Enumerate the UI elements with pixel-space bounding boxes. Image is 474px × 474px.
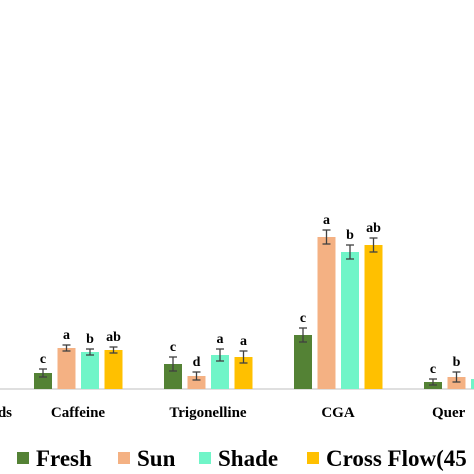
significance-letter: b <box>453 355 461 370</box>
bar <box>81 352 99 389</box>
error-bar <box>192 371 201 381</box>
error-bar <box>62 344 71 352</box>
legend-swatch <box>199 452 211 464</box>
bar <box>187 376 206 389</box>
bar <box>471 379 474 389</box>
error-bar <box>429 378 437 386</box>
error-bar <box>86 348 94 356</box>
legend-label: Fresh <box>36 446 92 471</box>
legend-swatch <box>307 452 319 464</box>
significance-letter: a <box>240 334 247 349</box>
significance-letter: a <box>217 332 224 347</box>
error-bar <box>109 346 118 354</box>
bar <box>234 357 253 389</box>
bar <box>104 350 123 389</box>
bar <box>341 252 359 389</box>
error-bar <box>452 371 461 383</box>
x-tick-label: ds <box>0 405 12 421</box>
significance-letter: c <box>170 340 176 355</box>
x-tick-label: Caffeine <box>51 405 105 421</box>
error-bar <box>39 368 47 378</box>
error-bar <box>299 327 307 343</box>
error-bar <box>322 229 331 245</box>
legend-label: Shade <box>218 446 278 471</box>
error-bar <box>169 356 177 372</box>
bar <box>317 237 336 389</box>
significance-letter: b <box>346 228 354 243</box>
bar <box>211 355 229 389</box>
error-bar <box>239 350 248 364</box>
x-tick-label: Trigonelline <box>169 405 247 421</box>
bar <box>34 373 52 389</box>
legend-swatch <box>17 452 29 464</box>
significance-letter: a <box>323 213 330 228</box>
significance-letter: c <box>40 352 46 367</box>
bar <box>447 377 466 389</box>
bar <box>164 364 182 389</box>
error-bar <box>216 348 224 362</box>
error-bar <box>369 237 378 253</box>
bar <box>57 348 76 389</box>
legend-label: Sun <box>137 446 176 471</box>
significance-letter: b <box>86 332 94 347</box>
legend-label: Cross Flow(45 <box>326 446 467 471</box>
error-bar <box>346 244 354 260</box>
bar <box>294 335 312 389</box>
x-tick-label: Quer <box>432 405 466 421</box>
bar <box>364 245 383 389</box>
significance-letter: c <box>300 311 306 326</box>
x-tick-label: CGA <box>321 405 355 421</box>
significance-letter: c <box>430 362 436 377</box>
significance-letter: a <box>63 328 70 343</box>
significance-letter: ab <box>106 330 121 345</box>
significance-letter: d <box>193 355 201 370</box>
significance-letter: ab <box>366 221 381 236</box>
legend-swatch <box>118 452 130 464</box>
